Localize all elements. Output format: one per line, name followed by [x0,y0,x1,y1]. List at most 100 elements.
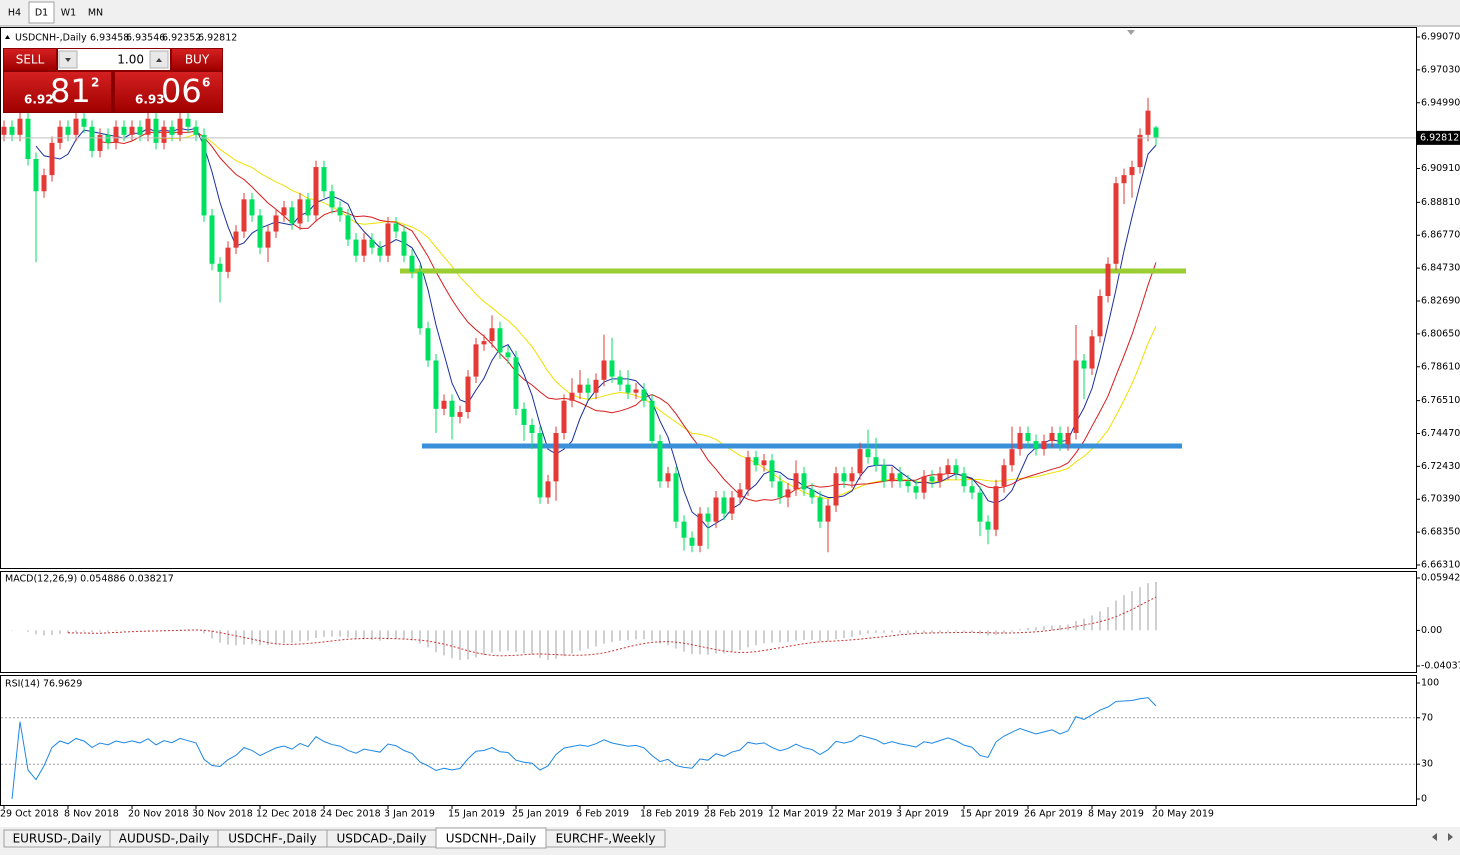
rsi-title: RSI(14) 76.9629 [5,679,82,690]
candle-body [153,118,159,143]
candle-body [593,379,599,393]
tab-label[interactable]: AUDUSD-,Daily [119,832,209,846]
candle-body [65,126,71,135]
candle-body [985,521,991,530]
candle-body [345,215,351,240]
candle-body [937,473,943,482]
y-tick-label: 6.97030 [1421,64,1460,75]
y-tick-label: 6.80650 [1421,328,1460,339]
candle-body [641,389,647,401]
candle-body [313,167,319,216]
y-tick-label: 6.78610 [1421,361,1460,372]
candle-body [513,357,519,409]
ask-block[interactable] [115,72,222,112]
tab-label[interactable]: EURCHF-,Weekly [556,832,656,846]
candle-body [969,486,975,493]
candle-body [977,492,983,522]
tab[interactable] [545,829,666,848]
candle-body [505,352,511,358]
candle-body [457,412,463,417]
timeframe-button[interactable]: W1 [61,8,76,19]
candle-body [953,465,959,474]
buy-label: BUY [185,53,210,67]
x-tick-label: 12 Dec 2018 [256,809,317,820]
candle-body [889,473,895,482]
candle-body [41,175,47,192]
candle-body [201,134,207,216]
candle-body [553,433,559,482]
candle-body [1097,296,1103,337]
tab-label[interactable]: USDCHF-,Daily [228,832,316,846]
current-price-label: 6.92812 [1420,132,1459,143]
sell-label: SELL [16,53,45,67]
candle-body [793,473,799,490]
candle-body [1081,360,1087,369]
x-tick-label: 18 Feb 2019 [640,809,699,820]
x-tick-label: 22 Mar 2019 [832,809,892,820]
y-tick-label: 0.00 [1421,625,1442,636]
candle-body [401,231,407,256]
candle-body [737,489,743,498]
timeframe-button[interactable]: D1 [35,8,48,19]
x-tick-label: 3 Apr 2019 [896,809,949,820]
candle-body [1041,441,1047,450]
candle-body [617,376,623,385]
tab-scroll-left[interactable] [1432,833,1437,841]
candle-body [489,328,495,342]
candle-body [281,207,287,216]
candle-body [25,118,31,160]
tab-label[interactable]: USDCNH-,Daily [446,832,537,846]
rsi-line [11,697,1157,800]
sell-button[interactable] [4,49,56,70]
candle-body [425,328,431,361]
candle-body [465,376,471,413]
lot-field[interactable] [58,49,170,70]
candle-body [321,167,327,192]
candle-body [665,473,671,482]
candle-body [1049,433,1055,442]
candle-body [1065,433,1071,445]
ask-small: 6 [202,76,210,90]
candle-body [625,384,631,393]
bid-block[interactable] [4,72,111,112]
x-tick-label: 25 Jan 2019 [512,809,569,820]
x-tick-label: 15 Jan 2019 [448,809,505,820]
timeframe-button[interactable]: H4 [8,8,21,19]
candle-body [1129,167,1135,176]
candle-body [801,473,807,490]
candle-body [49,142,55,176]
candle-body [481,341,487,345]
y-tick-label: 0 [1421,794,1427,805]
timeframe-button[interactable]: MN [88,8,103,19]
tab-label[interactable]: USDCAD-,Daily [337,832,427,846]
candle-body [993,486,999,530]
candle-body [569,392,575,401]
candle-body [905,481,911,487]
moving-average [156,133,1157,500]
candle-body [113,126,119,143]
y-tick-label: -0.040371 [1421,661,1460,672]
candle-body [1033,441,1039,450]
x-tick-label: 26 Apr 2019 [1024,809,1083,820]
candle-body [169,126,175,135]
x-tick-label: 29 Oct 2018 [0,809,59,820]
candle-body [1,126,7,135]
y-tick-label: 100 [1421,678,1439,689]
x-tick-label: 30 Nov 2018 [192,809,253,820]
candle-body [561,400,567,433]
y-tick-label: 6.99070 [1421,32,1460,43]
buy-button[interactable] [172,49,222,70]
tab-scroll-right[interactable] [1448,833,1453,841]
collapse-arrow[interactable] [5,35,10,39]
macd-signal [67,596,1157,657]
candle-body [1001,465,1007,487]
candle-body [849,473,855,482]
candle-body [137,126,143,135]
y-tick-label: 0.059424 [1421,573,1460,584]
candle-body [601,360,607,380]
candle-body [9,126,15,135]
y-tick-label: 6.94990 [1421,97,1460,108]
candle-body [329,191,335,208]
tab-label[interactable]: EURUSD-,Daily [13,832,102,846]
candle-body [497,328,503,353]
